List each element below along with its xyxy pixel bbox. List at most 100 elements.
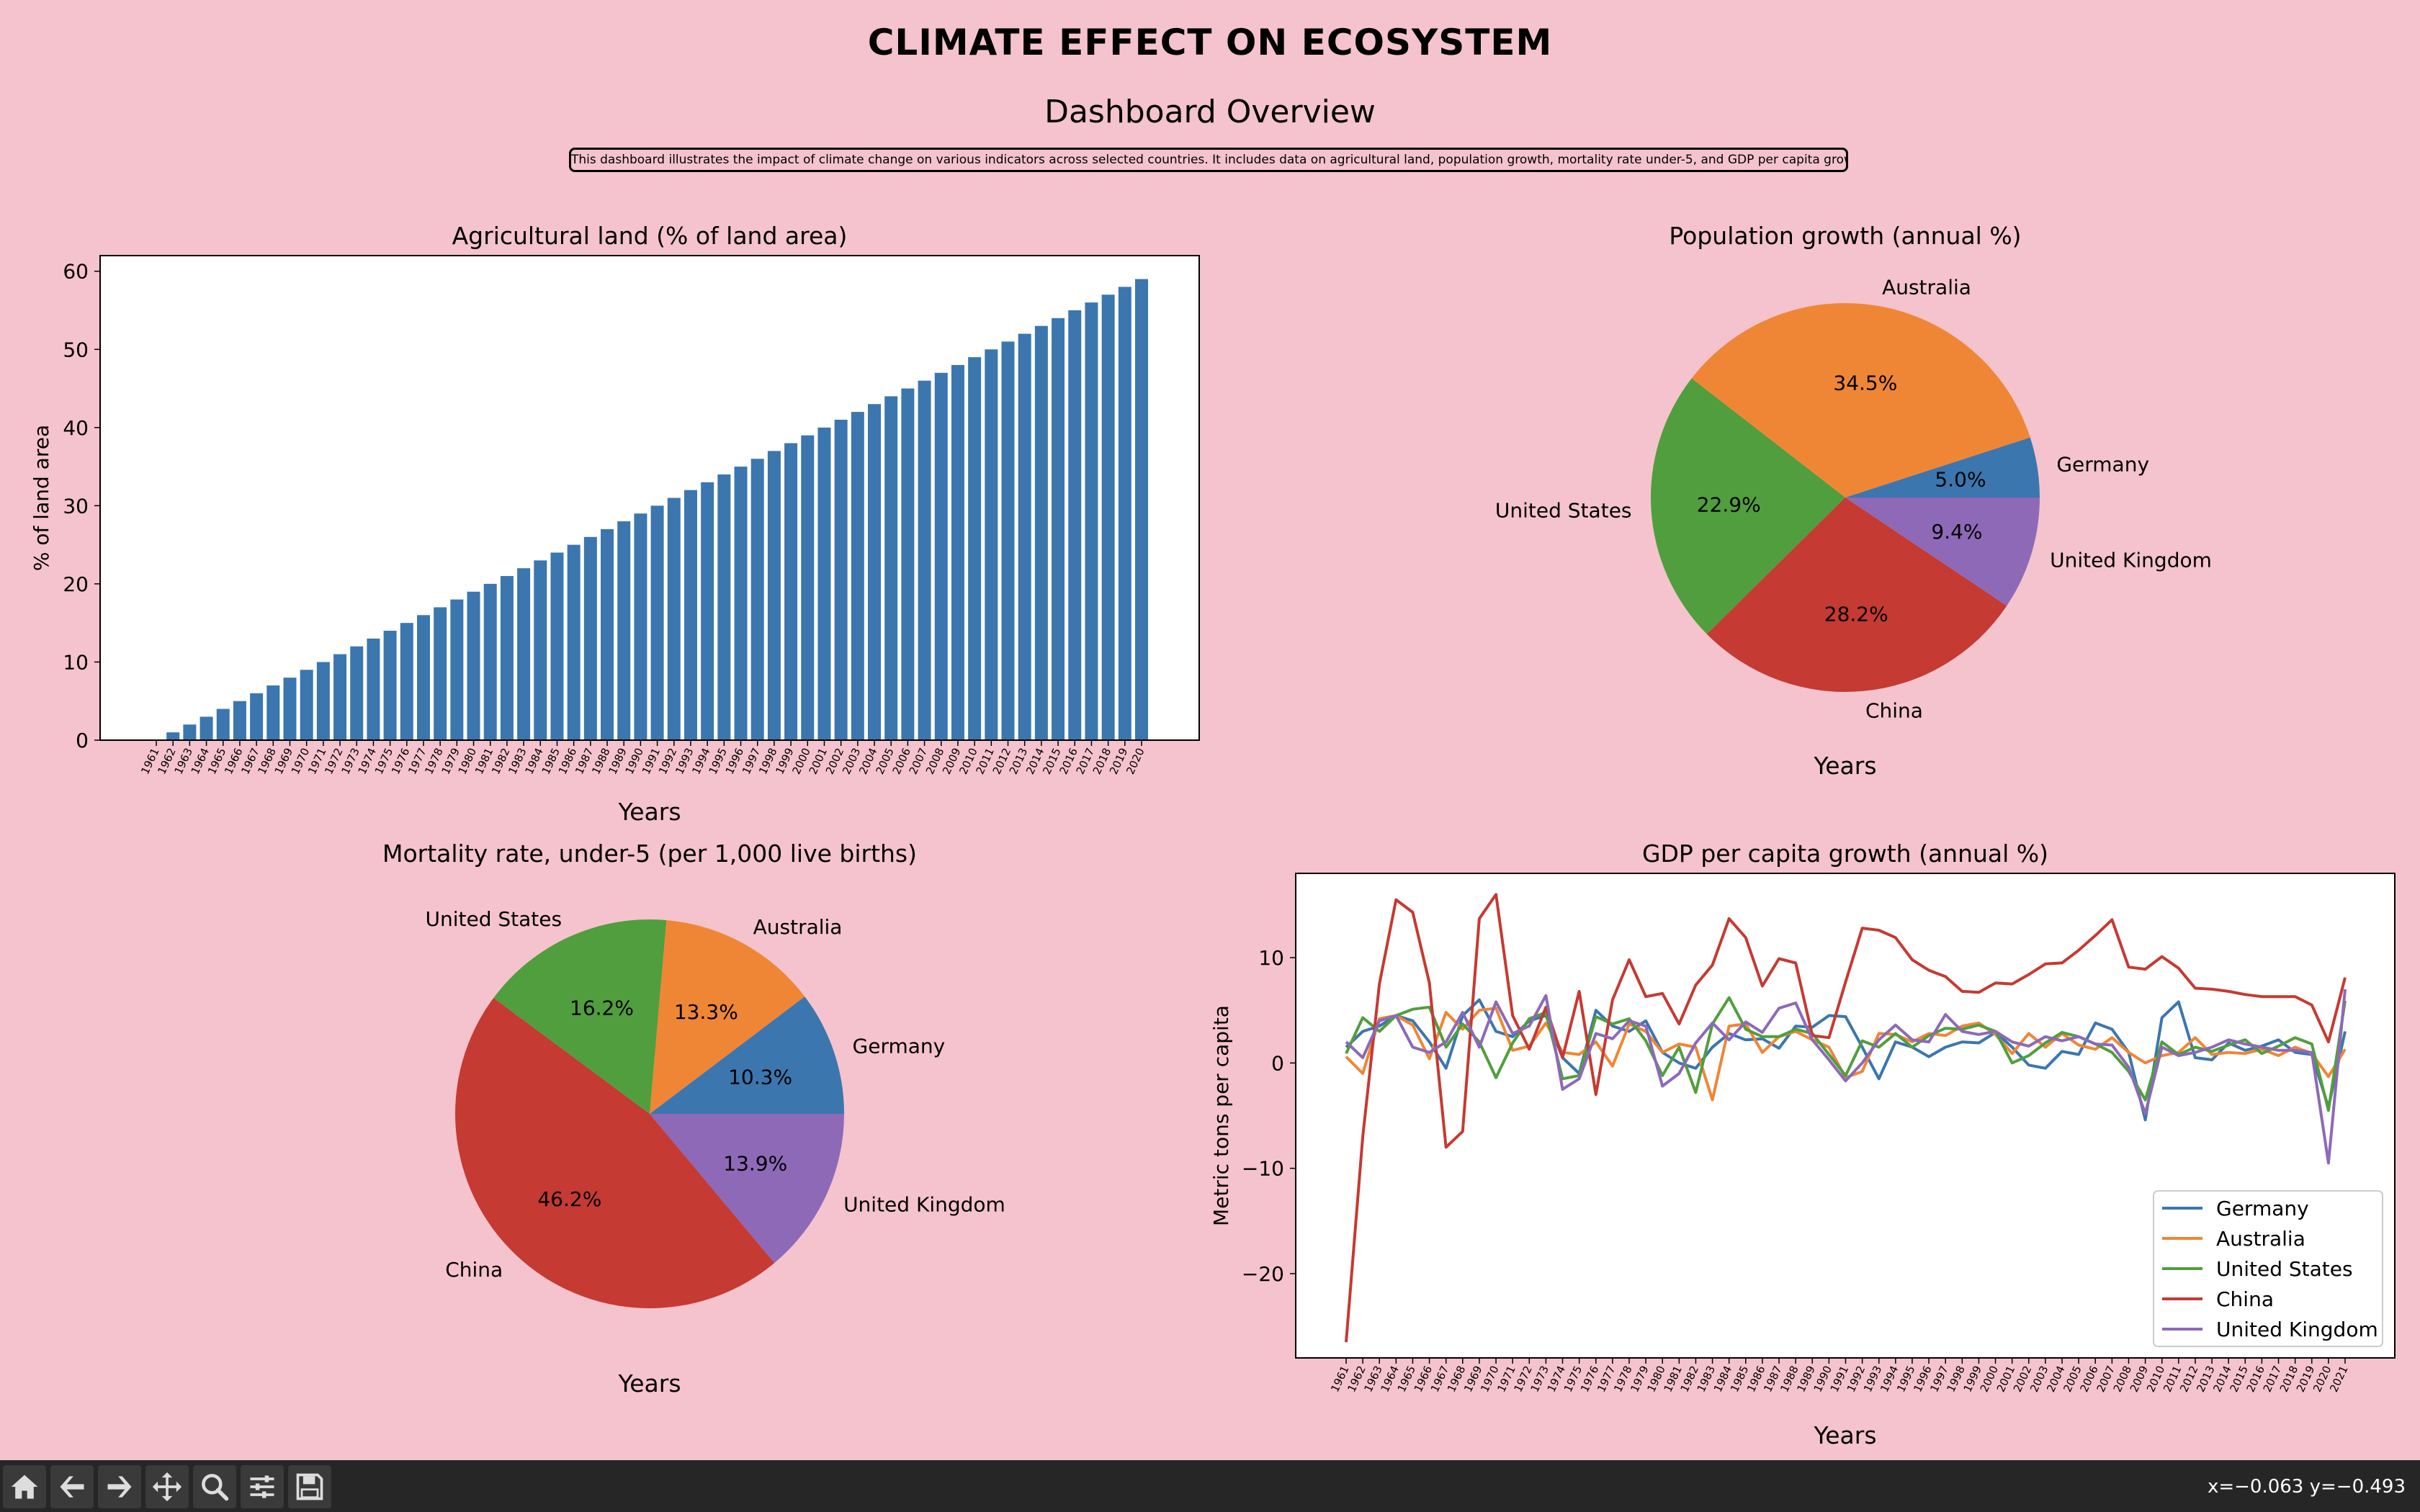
configure-button[interactable] (241, 1465, 284, 1508)
gdp-line-australia (1345, 1007, 2347, 1102)
popgrowth-slice-china (1706, 498, 2007, 693)
mortality-pct-label: 13.9% (723, 1152, 787, 1176)
popgrowth-pct-label: 22.9% (1697, 493, 1761, 517)
bar-1976 (400, 623, 413, 740)
bar-plot-frame (99, 255, 1200, 741)
legend-label-united-states: United States (2216, 1257, 2353, 1281)
mortality-slice-label: Germany (853, 1034, 946, 1058)
bar-1986 (567, 544, 581, 740)
bar-1996 (734, 467, 748, 740)
bar-2002 (834, 419, 848, 740)
bar-2014 (1034, 325, 1048, 740)
back-button[interactable] (50, 1465, 94, 1508)
y-tick-label: 20 (63, 572, 89, 596)
bar-1968 (266, 685, 280, 740)
charts-canvas: 1961196219631964196519661967196819691970… (30, 222, 2396, 1449)
bar-1982 (500, 576, 514, 740)
bar-1987 (583, 536, 597, 740)
mortality-slice-germany (650, 996, 844, 1114)
bar-2010 (968, 357, 982, 740)
bar-1979 (450, 599, 464, 740)
mortality-x-axis-label: Years (617, 1369, 681, 1398)
zoom-button[interactable] (193, 1465, 236, 1508)
bar-1985 (550, 552, 564, 740)
gdp-line-germany (1345, 998, 2347, 1122)
bar-2000 (801, 435, 815, 740)
zoom-icon (202, 1474, 229, 1501)
bar-1998 (767, 451, 781, 740)
save-button[interactable] (288, 1465, 331, 1508)
mortality-slice-label: China (445, 1258, 503, 1282)
mortality-slice-label: United States (425, 907, 562, 931)
bar-1977 (416, 615, 430, 740)
bar-2008 (934, 372, 948, 740)
mortality-pct-label: 16.2% (570, 996, 634, 1020)
mortality-slice-label: Australia (753, 915, 843, 939)
agri-y-axis-label: % of land area (30, 425, 53, 571)
bar-2003 (851, 412, 864, 740)
bar-1973 (350, 646, 364, 740)
bar-2001 (817, 427, 831, 740)
popgrowth-slice-label: United Kingdom (2050, 548, 2212, 572)
popgrowth-slice-germany (1845, 437, 2040, 498)
pan-icon (152, 1472, 182, 1502)
bar-1967 (250, 693, 264, 740)
popgrowth-slice-australia (1691, 303, 2030, 498)
bar-2005 (884, 396, 898, 740)
pan-button[interactable] (145, 1465, 189, 1508)
forward-button[interactable] (98, 1465, 141, 1508)
bar-1971 (316, 662, 330, 740)
popgrowth-pct-label: 9.4% (1931, 520, 1982, 544)
home-button[interactable] (3, 1465, 46, 1508)
bar-1990 (634, 513, 647, 740)
bar-1993 (684, 490, 697, 740)
y-tick-label: 50 (63, 338, 89, 361)
mortality-slice-china (455, 998, 775, 1309)
bar-1974 (367, 638, 380, 740)
mortality-slice-australia (650, 920, 805, 1114)
bar-1984 (534, 560, 547, 740)
bar-2012 (1001, 341, 1015, 741)
bar-2004 (868, 404, 882, 740)
bar-2015 (1052, 318, 1065, 740)
bar-2006 (901, 388, 915, 740)
bar-1964 (200, 716, 213, 740)
cursor-coordinates: x=−0.063 y=−0.493 (2207, 1476, 2406, 1498)
dashboard-description: This dashboard illustrates the impact of… (569, 148, 1848, 172)
line-plot-frame (1295, 873, 2396, 1359)
mortality-pct-label: 13.3% (674, 1000, 738, 1024)
legend-label-united-kingdom: United Kingdom (2216, 1318, 2378, 1341)
bar-2016 (1068, 310, 1082, 740)
bar-1995 (717, 474, 731, 740)
popgrowth-slice-united-states (1651, 378, 1845, 634)
gdp-x-axis-label: Years (1813, 1421, 1876, 1449)
popgrowth-slice-label: United States (1495, 499, 1632, 523)
bar-2011 (985, 349, 998, 740)
bar-1970 (300, 670, 313, 740)
mortality-slice-united-states (493, 919, 667, 1114)
bar-1965 (216, 708, 230, 740)
bar-1963 (183, 724, 197, 740)
save-icon (296, 1473, 323, 1500)
y-tick-label: −20 (1242, 1262, 1284, 1286)
popgrowth-slice-label: China (1865, 699, 1923, 723)
y-tick-label: 30 (63, 494, 89, 518)
popgrowth-pct-label: 34.5% (1833, 371, 1897, 395)
popgrowth-pct-label: 28.2% (1824, 602, 1888, 626)
bar-1972 (333, 654, 347, 740)
bar-2018 (1101, 294, 1115, 741)
agri-chart-title: Agricultural land (% of land area) (452, 222, 848, 250)
y-tick-label: −10 (1242, 1157, 1284, 1181)
bar-1989 (617, 521, 631, 740)
legend-label-australia: Australia (2216, 1227, 2305, 1251)
bar-1962 (166, 732, 180, 740)
configure-icon (250, 1475, 274, 1498)
popgrowth-chart-title: Population growth (annual %) (1669, 222, 2021, 250)
bar-1988 (601, 528, 614, 740)
bar-2013 (1018, 333, 1031, 740)
bar-1975 (383, 631, 397, 740)
mortality-chart-title: Mortality rate, under-5 (per 1,000 live … (382, 840, 917, 868)
legend-label-germany: Germany (2216, 1197, 2309, 1220)
bar-1999 (784, 443, 798, 740)
bar-1992 (667, 498, 681, 740)
